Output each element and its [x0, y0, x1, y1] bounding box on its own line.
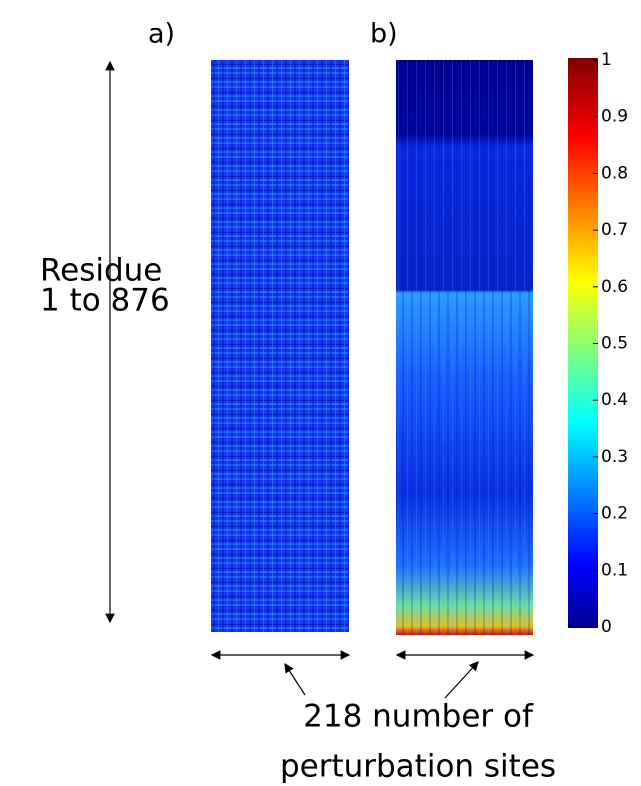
- colorbar-tick-label: 0: [601, 617, 612, 637]
- colorbar-tick-label: 0.8: [601, 163, 628, 183]
- colorbar-tick-label: 0.3: [601, 447, 628, 467]
- colorbar-tick-label: 0.5: [601, 334, 628, 354]
- panel-label: b): [370, 19, 398, 50]
- y-label: 1 to 876: [40, 283, 170, 319]
- colorbar-tick-label: 1: [601, 50, 612, 70]
- colorbar-tick-label: 0.6: [601, 277, 628, 297]
- colorbar-tick-label: 0.2: [601, 504, 628, 524]
- pointer-arrow: [284, 662, 306, 696]
- heatmap-a-texture: [211, 60, 349, 632]
- colorbar-tick-label: 0.9: [601, 107, 628, 127]
- pointer-arrow: [444, 661, 479, 699]
- y-label: Residue: [40, 253, 162, 289]
- colorbar-tick-label: 0.1: [601, 560, 628, 580]
- colorbar-tick-label: 0.7: [601, 220, 628, 240]
- x-label: perturbation sites: [280, 749, 556, 785]
- x-label: 218 number of: [303, 699, 534, 735]
- heatmaps: [211, 60, 533, 635]
- panel-label: a): [148, 19, 175, 50]
- colorbar-tick-label: 0.4: [601, 390, 628, 410]
- heatmap-b-texture: [396, 60, 533, 635]
